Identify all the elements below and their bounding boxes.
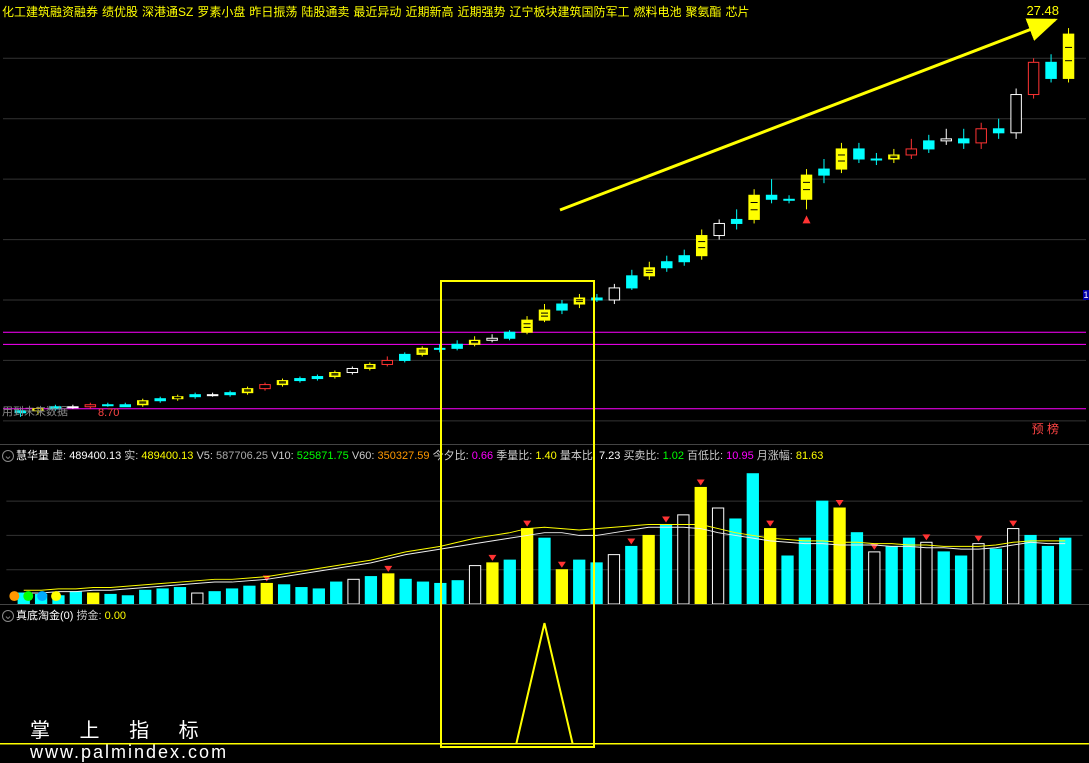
watermark-cn: 掌 上 指 标: [30, 714, 211, 743]
tag-item[interactable]: 燃料电池: [633, 5, 681, 19]
volume-panel[interactable]: ⌄慧华量 虚: 489400.13 实: 489400.13 V5: 58770…: [0, 444, 1089, 604]
right-scale-tick: 1: [1083, 290, 1089, 300]
future-data-label: 用到未来数据: [2, 403, 68, 419]
indicator-panel-header: ⌄真底淘金(0) 捞金: 0.00: [2, 607, 126, 623]
main-chart-svg: [0, 18, 1089, 441]
panel-toggle-icon[interactable]: ⌄: [2, 610, 14, 622]
tag-item[interactable]: 芯片: [726, 5, 750, 19]
tag-item[interactable]: 近期强势: [457, 5, 505, 19]
tag-item[interactable]: 陆股通卖: [301, 5, 349, 19]
tag-item[interactable]: 聚氨酯: [686, 5, 722, 19]
volume-chart-svg: [0, 445, 1089, 604]
tag-item[interactable]: 化工建筑融资融券: [2, 5, 98, 19]
tag-item[interactable]: 深港通SZ: [142, 5, 193, 19]
price-high-label: 27.48: [1026, 3, 1059, 18]
tag-item[interactable]: 辽宁板块建筑国防军工: [509, 5, 629, 19]
price-low-label: 8.70: [98, 407, 119, 419]
tag-item[interactable]: 绩优股: [102, 5, 138, 19]
indicator-panel[interactable]: ⌄真底淘金(0) 捞金: 0.00 掌 上 指 标 www.palmindex.…: [0, 604, 1089, 749]
main-candle-chart[interactable]: 用到未来数据 8.70 预 榜: [0, 18, 1089, 441]
tag-item[interactable]: 昨日振荡: [249, 5, 297, 19]
volume-panel-header: ⌄慧华量 虚: 489400.13 实: 489400.13 V5: 58770…: [2, 447, 1087, 463]
tag-item[interactable]: 最近异动: [353, 5, 401, 19]
watermark-url: www.palmindex.com: [30, 742, 228, 763]
panel-toggle-icon[interactable]: ⌄: [2, 450, 14, 462]
yugao-label: 预 榜: [1032, 420, 1059, 437]
tag-item[interactable]: 罗素小盘: [197, 5, 245, 19]
tag-item[interactable]: 近期新高: [405, 5, 453, 19]
